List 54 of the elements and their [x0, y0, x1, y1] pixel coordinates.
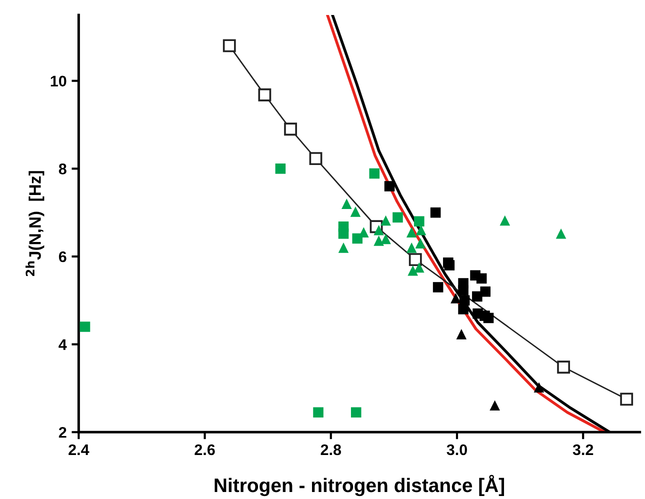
point	[472, 291, 482, 302]
point	[430, 207, 441, 218]
point	[380, 215, 391, 226]
point	[80, 322, 90, 332]
point	[534, 382, 544, 392]
point	[415, 238, 426, 248]
point	[432, 282, 444, 292]
x-tick-label: 2.8	[320, 444, 342, 456]
point	[406, 242, 417, 253]
point	[338, 242, 349, 253]
y-tick-label: 4	[58, 339, 67, 350]
point	[483, 312, 494, 324]
point	[369, 168, 380, 179]
point	[338, 228, 349, 239]
x-tick-label: 2.6	[194, 444, 215, 456]
point	[476, 273, 487, 284]
point	[458, 285, 468, 296]
point	[222, 39, 236, 52]
point	[309, 152, 322, 166]
point	[406, 227, 417, 238]
x-tick-label: 3.2	[572, 444, 594, 456]
point	[620, 392, 634, 406]
x-tick-label: 2.4	[68, 444, 90, 456]
point	[284, 122, 297, 136]
point	[392, 212, 403, 223]
point	[408, 265, 418, 276]
point	[374, 224, 384, 236]
point	[414, 262, 424, 273]
point	[557, 360, 570, 374]
point	[456, 329, 467, 340]
y-axis-title: $^{2h}$J(N,N) [Hz]	[26, 171, 44, 276]
y-tick-label: 6	[58, 251, 66, 262]
point	[450, 293, 461, 304]
point	[350, 407, 362, 418]
point	[408, 253, 422, 266]
x-tick-label: 3.0	[446, 444, 467, 456]
point	[342, 198, 352, 209]
point	[384, 181, 395, 192]
point	[313, 407, 324, 418]
point	[380, 234, 391, 244]
point	[444, 260, 455, 270]
point	[374, 236, 384, 246]
point	[258, 88, 272, 102]
point	[500, 215, 510, 226]
point	[350, 206, 361, 217]
y-tick-label: 2	[58, 427, 66, 438]
point	[490, 400, 500, 410]
y-tick-label: 8	[58, 164, 66, 174]
point	[459, 295, 470, 306]
x-axis-title: Nitrogen - nitrogen distance [Å]	[214, 474, 504, 496]
point	[414, 216, 424, 227]
y-tick-label: 10	[50, 76, 66, 87]
point	[556, 228, 566, 239]
point	[275, 164, 286, 174]
